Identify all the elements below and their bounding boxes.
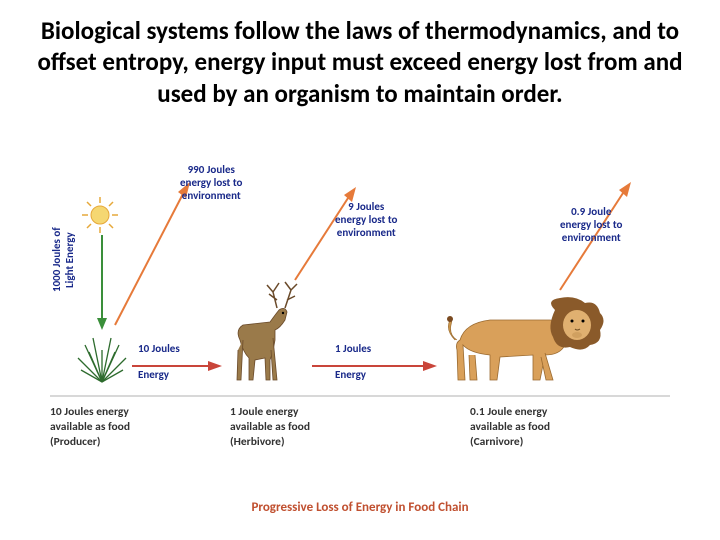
flow-plant-deer-e: Energy xyxy=(138,368,180,382)
lion-icon xyxy=(445,295,610,385)
diagram-caption: Progressive Loss of Energy in Food Chain xyxy=(50,500,670,515)
flow-plant-deer: 10 Joules Energy xyxy=(138,342,180,383)
energy-diagram: 1000 Joules ofLight Energy xyxy=(50,175,670,525)
flow-plant-deer-val: 10 Joules xyxy=(138,342,180,356)
loss-deer-label: 9 Joulesenergy lost toenvironment xyxy=(335,200,397,240)
arrow-deer-lion xyxy=(312,360,437,372)
arrow-sun-plant xyxy=(95,235,110,330)
plant-icon xyxy=(75,330,130,385)
loss-lion-label: 0.9 Jouleenergy lost toenvironment xyxy=(560,205,622,245)
flow-deer-lion-e: Energy xyxy=(335,368,371,382)
avail-producer: 10 Joules energyavailable as food(Produc… xyxy=(50,405,130,450)
deer-icon xyxy=(225,280,305,385)
flow-deer-lion: 1 Joules Energy xyxy=(335,342,371,383)
loss-plant-label: 990 Joulesenergy lost toenvironment xyxy=(180,163,242,203)
avail-carnivore: 0.1 Joule energyavailable as food(Carniv… xyxy=(470,405,550,450)
avail-herbivore: 1 Joule energyavailable as food(Herbivor… xyxy=(230,405,310,450)
yaxis-label: 1000 Joules ofLight Energy xyxy=(50,195,76,325)
slide-title: Biological systems follow the laws of th… xyxy=(25,15,695,109)
flow-deer-lion-val: 1 Joules xyxy=(335,342,371,356)
divider-line xyxy=(50,395,670,397)
